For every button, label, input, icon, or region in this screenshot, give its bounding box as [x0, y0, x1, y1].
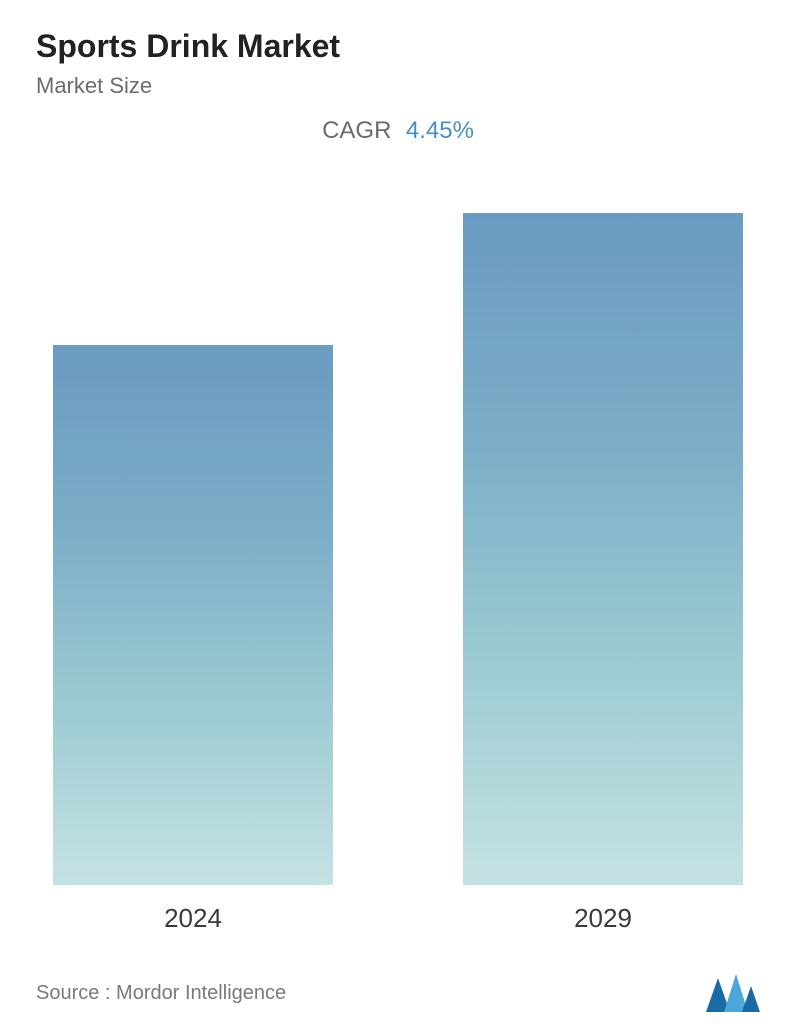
source-text: Source : Mordor Intelligence [36, 982, 286, 1005]
chart-area: 2024 2029 [36, 175, 760, 934]
bar-label-0: 2024 [164, 903, 222, 934]
bar-group-1: 2029 [463, 175, 743, 934]
bar-label-1: 2029 [574, 903, 632, 934]
bar-1 [463, 213, 743, 885]
page-subtitle: Market Size [36, 73, 760, 99]
bar-group-0: 2024 [53, 175, 333, 934]
bar-0 [53, 345, 333, 885]
cagr-row: CAGR 4.45% [36, 117, 760, 145]
cagr-value: 4.45% [406, 117, 474, 144]
footer: Source : Mordor Intelligence [36, 964, 760, 1014]
cagr-label: CAGR [322, 117, 391, 144]
brand-logo-icon [704, 972, 760, 1014]
page-title: Sports Drink Market [36, 28, 760, 65]
chart-container: Sports Drink Market Market Size CAGR 4.4… [0, 0, 796, 1034]
